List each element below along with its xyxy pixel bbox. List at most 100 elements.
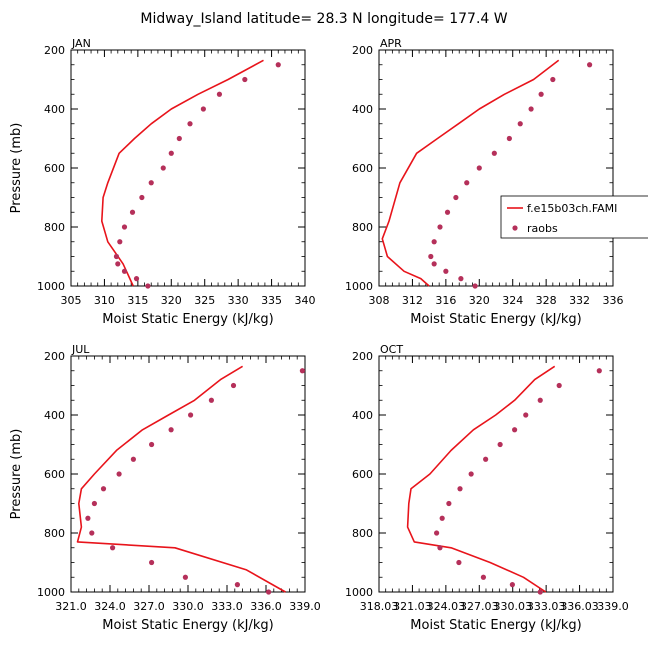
x-tick-label: 320	[469, 294, 490, 307]
y-tick-label: 800	[352, 527, 373, 540]
y-tick-label: 600	[352, 162, 373, 175]
x-tick-label: 321.03	[393, 600, 432, 613]
panel-oct: 318.03321.03324.03327.03330.03333.03336.…	[345, 343, 629, 633]
legend-dot-swatch	[512, 225, 518, 231]
raobs-point	[129, 209, 136, 215]
raobs-point	[457, 486, 463, 492]
y-tick-label: 1000	[37, 280, 65, 293]
x-tick-label: 318.03	[360, 600, 399, 613]
x-tick-label: 312	[402, 294, 423, 307]
raobs-point	[437, 545, 443, 551]
x-tick-label: 324	[502, 294, 523, 307]
raobs-point	[446, 500, 452, 507]
x-tick-label: 320	[161, 294, 182, 307]
y-tick-label: 200	[44, 350, 65, 363]
figure-title: Midway_Island latitude= 28.3 N longitude…	[140, 11, 507, 27]
raobs-point	[491, 150, 497, 156]
y-tick-label: 200	[44, 44, 65, 57]
raobs-point	[517, 121, 523, 127]
x-tick-label: 308	[369, 294, 390, 307]
plot-frame	[70, 355, 306, 593]
raobs-point	[537, 589, 543, 595]
y-tick-label: 200	[352, 350, 373, 363]
raobs-point	[168, 427, 174, 433]
raobs-point	[587, 62, 593, 68]
raobs-point	[509, 582, 515, 588]
model-profile-line	[406, 365, 556, 593]
raobs-point	[431, 239, 437, 245]
raobs-point	[439, 515, 445, 521]
x-axis-title: Moist Static Energy (kJ/kg)	[410, 618, 581, 633]
raobs-point	[483, 456, 489, 462]
raobs-point	[149, 441, 155, 448]
raobs-point	[480, 574, 487, 580]
x-axis-title: Moist Static Energy (kJ/kg)	[102, 312, 273, 327]
raobs-point	[130, 456, 136, 462]
x-tick-label: 330.03	[493, 600, 532, 613]
x-tick-label: 324.03	[427, 600, 466, 613]
plot-frame	[378, 49, 614, 287]
legend-label-raobs: raobs	[527, 222, 558, 235]
x-tick-label: 324.0	[94, 600, 126, 613]
raobs-point	[242, 76, 248, 83]
x-tick-label: 336.0	[250, 600, 282, 613]
raobs-point	[234, 582, 240, 588]
raobs-point	[538, 91, 544, 97]
y-tick-label: 800	[352, 221, 373, 234]
raobs-point	[187, 121, 193, 127]
raobs-point	[139, 194, 145, 201]
raobs-point	[464, 180, 470, 186]
x-tick-label: 339.0	[597, 600, 629, 613]
x-tick-label: 305	[61, 294, 82, 307]
raobs-point	[91, 500, 97, 507]
x-tick-label: 330	[228, 294, 249, 307]
raobs-point	[115, 261, 121, 267]
raobs-point	[444, 209, 451, 215]
raobs-point	[596, 368, 602, 374]
raobs-point	[456, 559, 462, 566]
raobs-point	[117, 239, 123, 245]
x-tick-label: 336	[603, 294, 624, 307]
raobs-point	[428, 253, 434, 260]
panel-jul: 321.0 324.0 327.0 330.0 333.0 336.0 339.0 200 40…	[9, 343, 321, 633]
y-tick-label: 200	[352, 44, 373, 57]
raobs-point	[528, 106, 534, 112]
x-tick-label: 325	[194, 294, 215, 307]
y-axis-title: Pressure (mb)	[9, 123, 24, 214]
raobs-point	[121, 268, 128, 274]
raobs-point	[512, 427, 518, 433]
raobs-point	[110, 545, 116, 551]
model-profile-line	[381, 59, 560, 287]
raobs-point	[133, 276, 140, 282]
panel-label: JUL	[71, 343, 90, 356]
raobs-point	[160, 165, 166, 171]
x-tick-label: 333.0	[211, 600, 243, 613]
x-tick-label: 330.0	[172, 600, 204, 613]
x-tick-label: 336.03	[560, 600, 599, 613]
legend-box	[500, 195, 648, 239]
plot-frame	[70, 49, 306, 287]
raobs-point	[476, 165, 482, 171]
y-tick-label: 600	[352, 468, 373, 481]
x-tick-label: 310	[94, 294, 115, 307]
x-tick-label: 333.03	[527, 600, 566, 613]
legend-label-model: f.e15b03ch.FAMI	[527, 202, 617, 215]
raobs-point	[100, 486, 107, 492]
y-tick-label: 400	[44, 409, 65, 422]
raobs-point	[182, 574, 188, 580]
raobs-point	[208, 397, 214, 403]
raobs-point	[537, 397, 543, 403]
raobs-point	[216, 91, 223, 97]
y-tick-label: 400	[352, 103, 373, 116]
x-tick-label: 332	[569, 294, 590, 307]
panel-apr: 308 312 316 320 324 328 332 336 200 400 600 800 1000…	[345, 37, 648, 327]
raobs-point	[230, 382, 237, 389]
panel-label: JAN	[71, 37, 91, 50]
x-axis-title: Moist Static Energy (kJ/kg)	[410, 312, 581, 327]
x-axis-title: Moist Static Energy (kJ/kg)	[102, 618, 273, 633]
y-tick-label: 1000	[345, 586, 373, 599]
y-tick-label: 400	[352, 409, 373, 422]
raobs-point	[453, 194, 459, 201]
y-tick-label: 1000	[345, 280, 373, 293]
raobs-point	[443, 268, 449, 274]
